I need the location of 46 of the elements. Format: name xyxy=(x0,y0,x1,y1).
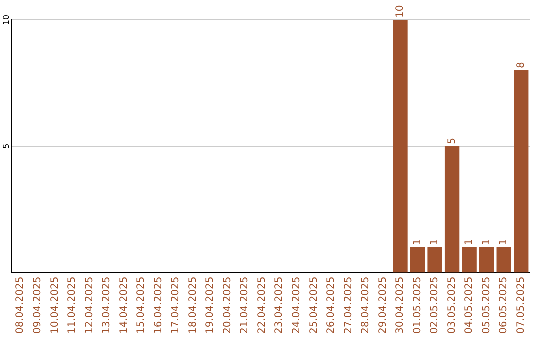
x-tick-label: 17.04.2025 xyxy=(170,276,182,334)
x-tick-label: 27.04.2025 xyxy=(343,276,354,334)
bar xyxy=(444,146,460,273)
data-label: 1 xyxy=(412,239,424,246)
bar xyxy=(410,247,426,273)
x-tick-label: 10.04.2025 xyxy=(50,276,61,334)
x-tick-label: 18.04.2025 xyxy=(188,276,199,334)
x-tick-label: 14.04.2025 xyxy=(118,276,130,334)
x-tick-label: 19.04.2025 xyxy=(205,276,216,334)
x-tick-label: 23.04.2025 xyxy=(274,276,286,334)
x-tick-label: 30.04.2025 xyxy=(395,276,406,334)
x-tick-label: 13.04.2025 xyxy=(102,276,113,334)
x-tick-label: 26.04.2025 xyxy=(326,276,338,334)
bar xyxy=(462,247,477,273)
data-label: 10 xyxy=(395,5,406,18)
x-tick-label: 08.04.2025 xyxy=(15,276,26,334)
bar xyxy=(428,247,442,273)
bar xyxy=(514,70,529,273)
bar xyxy=(393,20,408,273)
x-tick-label: 06.05.2025 xyxy=(498,276,510,334)
data-label: 1 xyxy=(481,239,492,246)
x-tick-label: 20.04.2025 xyxy=(222,276,234,334)
data-label: 5 xyxy=(446,138,458,144)
x-tick-label: 15.04.2025 xyxy=(136,276,148,334)
x-tick-label: 24.04.2025 xyxy=(291,276,302,334)
x-tick-label: 01.05.2025 xyxy=(412,276,424,334)
data-label: 1 xyxy=(498,239,510,246)
x-tick-label: 28.04.2025 xyxy=(360,276,372,334)
bar xyxy=(496,247,512,273)
data-label: 1 xyxy=(430,239,441,246)
x-tick-label: 05.05.2025 xyxy=(481,276,492,334)
x-tick-label: 22.04.2025 xyxy=(256,276,268,334)
x-tick-label: 11.04.2025 xyxy=(67,276,78,334)
x-tick-label: 02.05.2025 xyxy=(430,276,441,334)
data-label: 8 xyxy=(516,62,527,69)
data-label: 1 xyxy=(464,239,476,246)
x-tick-label: 25.04.2025 xyxy=(308,276,320,334)
x-tick-label: 09.04.2025 xyxy=(32,276,44,334)
bar xyxy=(479,247,494,273)
x-tick-label: 29.04.2025 xyxy=(378,276,389,334)
x-tick-label: 12.04.2025 xyxy=(84,276,96,334)
x-tick-label: 21.04.2025 xyxy=(240,276,251,334)
x-tick-label: 04.05.2025 xyxy=(464,276,476,334)
x-tick-label: 16.04.2025 xyxy=(153,276,164,334)
x-tick-label: 03.05.2025 xyxy=(446,276,458,334)
x-tick-label: 07.05.2025 xyxy=(516,276,527,334)
